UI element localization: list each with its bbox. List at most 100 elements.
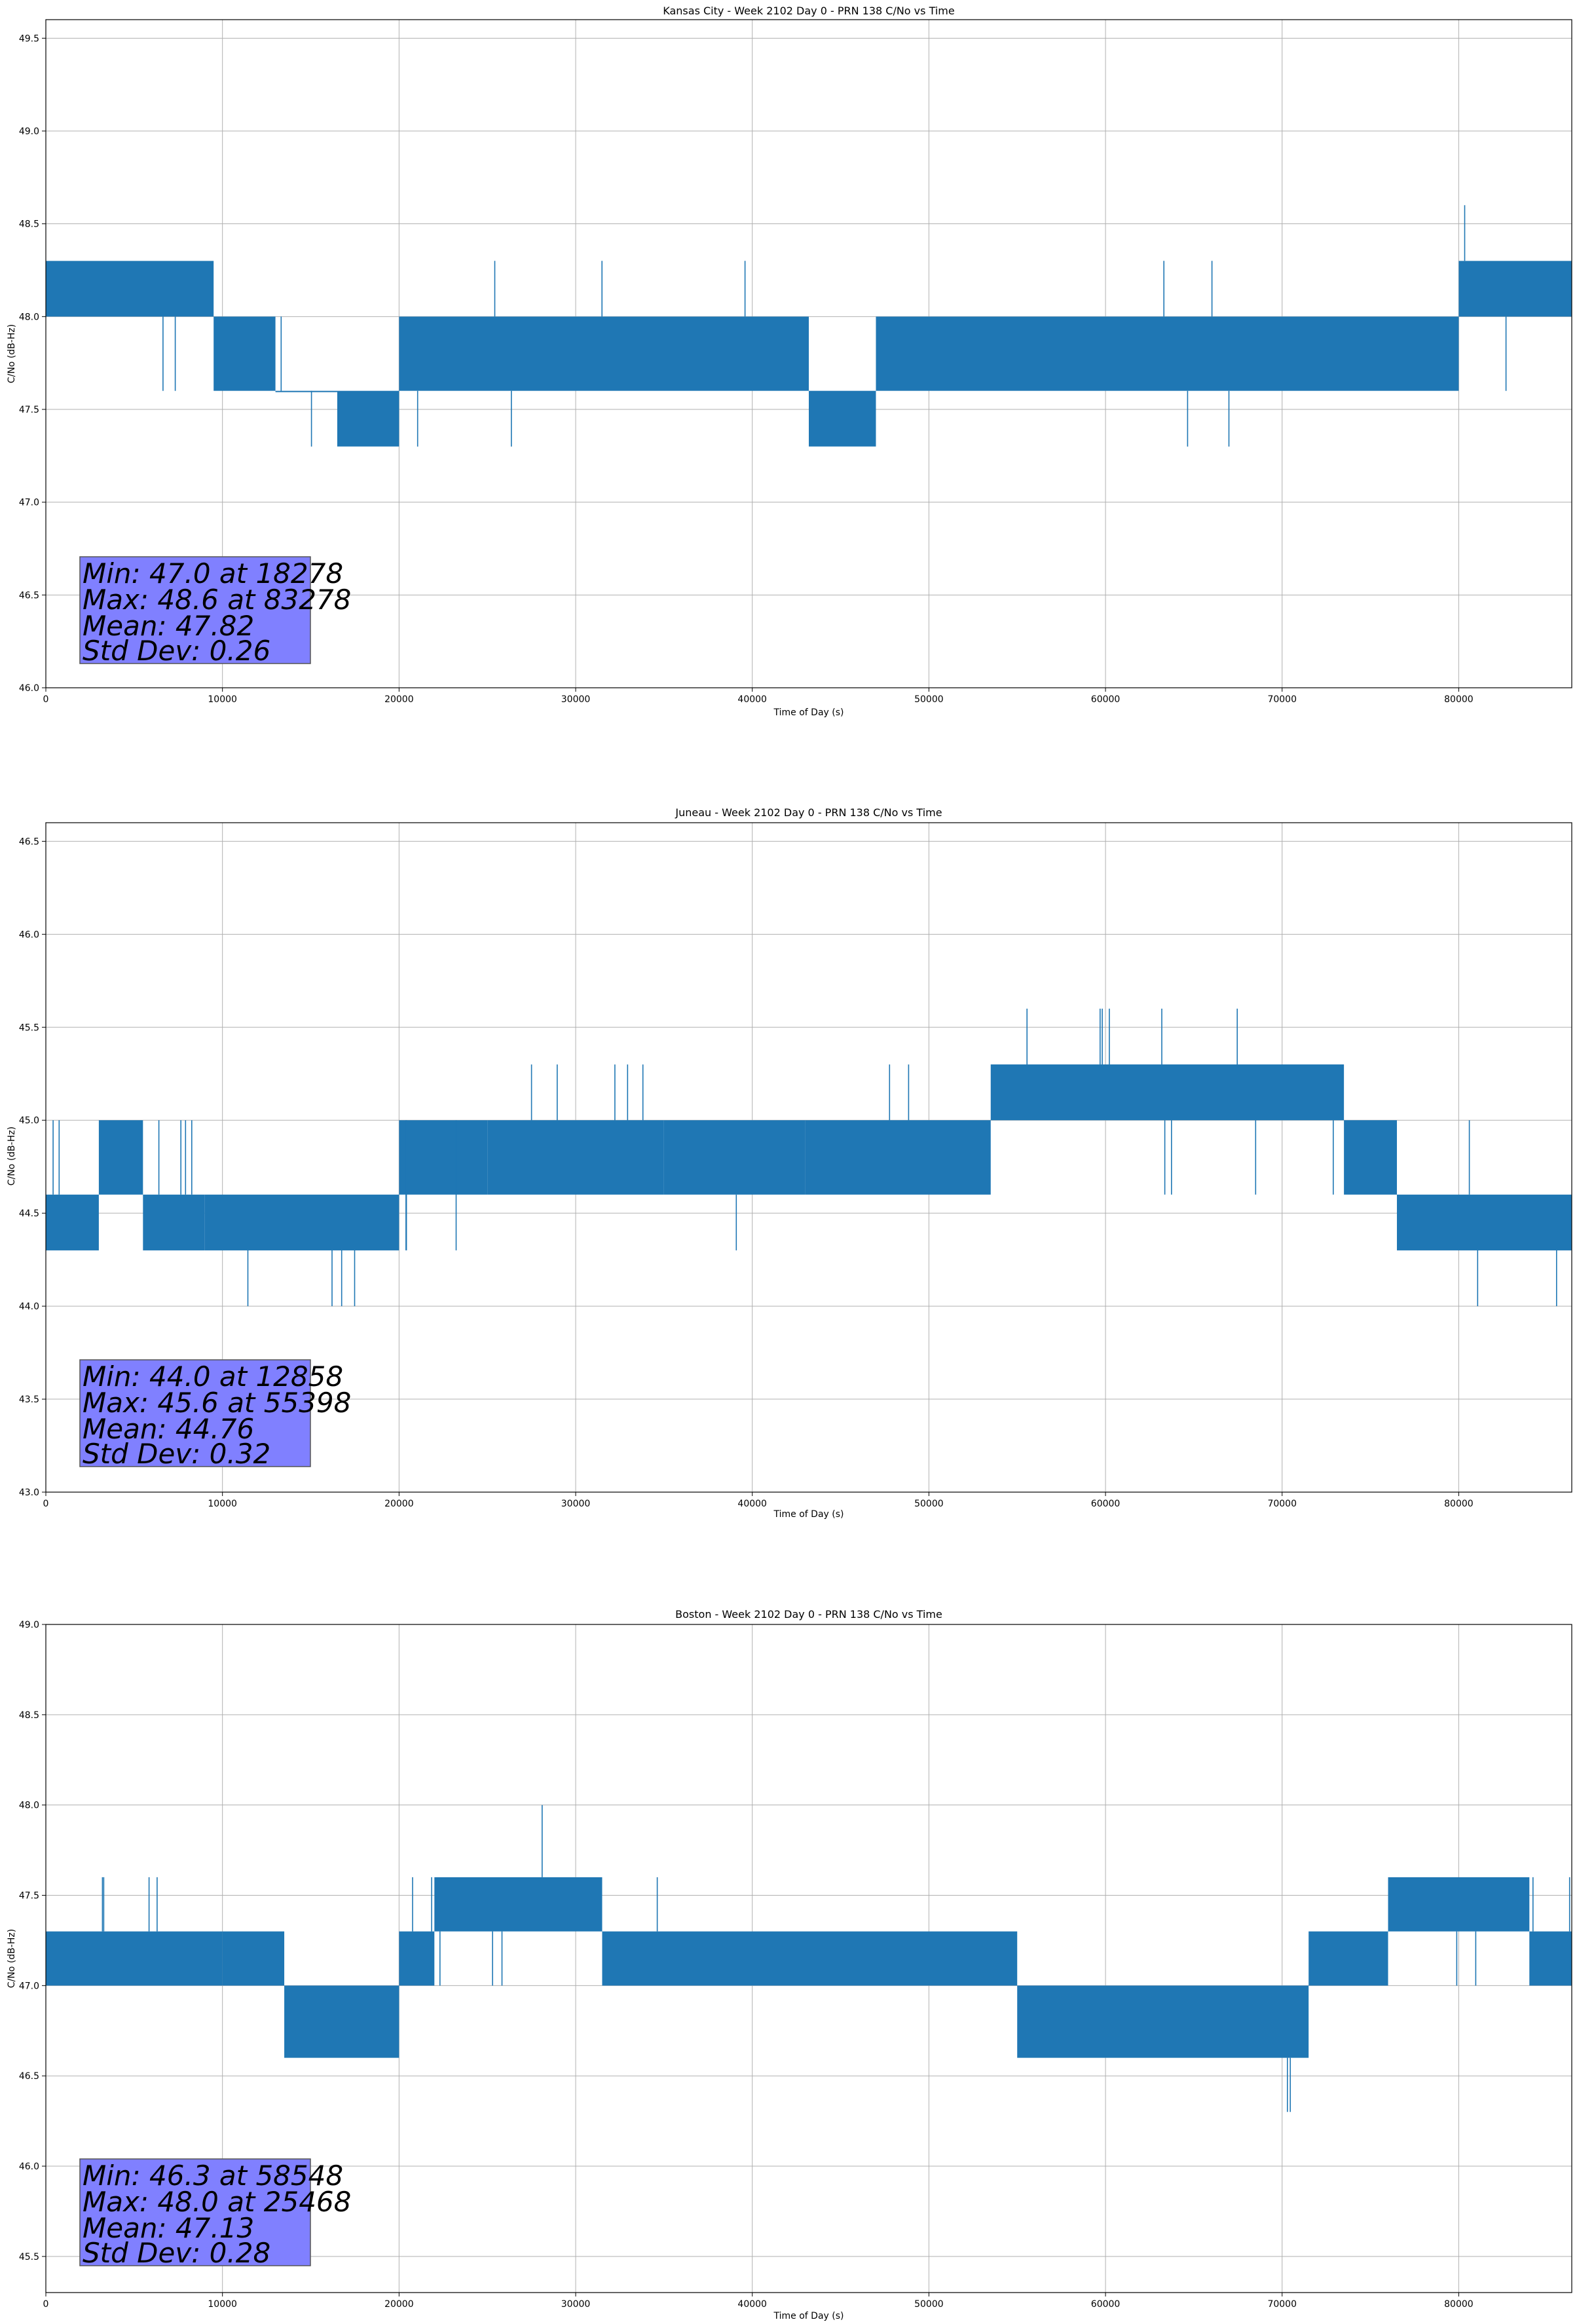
series-band [809,390,876,447]
x-tick-label: 10000 [208,1499,237,1509]
series-band [663,1120,806,1195]
x-tick-label: 60000 [1091,1499,1121,1509]
series-segment [337,390,399,447]
data-series [46,1008,1572,1307]
series-spikes [162,316,176,391]
y-tick-label: 49.0 [19,1620,39,1630]
stats-std-text: Std Dev: 0.28 [83,2237,270,2269]
x-tick-label: 40000 [737,1499,767,1509]
series-band [1017,1985,1309,2058]
x-tick-label: 30000 [561,2299,591,2310]
series-segment [46,261,214,391]
y-tick-label: 47.5 [19,405,39,415]
x-axis-label: Time of Day (s) [773,2311,844,2321]
y-tick-label: 45.5 [19,1022,39,1033]
stats-mean-text: Mean: 47.82 [83,610,254,642]
y-tick-label: 46.0 [19,929,39,940]
y-tick-label: 45.0 [19,1115,39,1126]
x-tick-label: 10000 [208,2299,237,2310]
y-axis-label: C/No (dB-Hz) [7,1929,17,1988]
series-segment [1529,1877,1572,1986]
series-segment [46,1877,223,1986]
x-tick-label: 70000 [1267,1499,1297,1509]
series-segment [284,1985,399,2058]
x-tick-label: 80000 [1444,1499,1474,1509]
x-tick-label: 40000 [737,694,767,705]
x-tick-label: 20000 [384,2299,414,2310]
series-band [1529,1931,1572,1986]
stats-box-background [79,556,311,664]
y-tick-label: 45.5 [19,2252,39,2262]
series-segment [1397,1120,1572,1307]
series-segment [663,1120,806,1250]
series-spikes [280,316,312,447]
x-ticks: 0 10000 20000 30000 40000 50000 60000 70000 8000… [43,2293,1474,2310]
y-tick-label: 44.5 [19,1209,39,1219]
stats-max-text: Max: 48.6 at 83278 [83,584,351,616]
stats-max-text: Max: 45.6 at 55398 [83,1387,351,1419]
stats-box-background [79,1359,311,1467]
series-spikes [1456,1931,1477,1986]
data-series [46,205,1572,447]
series-band [1388,1877,1530,1932]
x-tick-label: 30000 [561,694,591,705]
plot-frame [45,1624,1572,2293]
series-segment [1308,1931,1388,1986]
series-segment [1458,205,1572,391]
stats-box: Min: 44.0 at 12858 Max: 45.6 at 55398 Me… [79,1359,351,1470]
series-segment [990,1008,1345,1195]
series-band [222,1931,285,1986]
x-ticks: 0 10000 20000 30000 40000 50000 60000 70000 8000… [43,688,1474,705]
y-tick-label: 48.0 [19,312,39,322]
series-band [46,1194,99,1250]
series-segment [805,1064,991,1195]
y-ticks: 45.5 46.0 46.5 47.0 47.5 48.0 48.5 49.0 [19,1620,46,2262]
y-axis-label: C/No (dB-Hz) [7,1127,17,1186]
series-spikes [1468,1120,1557,1307]
x-tick-label: 60000 [1091,694,1121,705]
series-spikes [1163,261,1230,447]
x-tick-label: 50000 [914,2299,944,2310]
series-spikes [1287,2057,1291,2112]
series-spikes [405,1120,457,1250]
series-band [876,316,1459,391]
x-tick-label: 70000 [1267,694,1297,705]
series-band [399,1120,488,1195]
chart-panel-kansas-city: 0 10000 20000 30000 40000 50000 60000 70000 8000… [7,5,1572,718]
series-spikes [530,1064,644,1121]
plot-frame [45,822,1572,1493]
series-spikes [417,261,746,447]
x-tick-label: 80000 [1444,694,1474,705]
y-tick-label: 46.5 [19,590,39,601]
series-band [399,1931,435,1986]
series-segment [1388,1877,1530,1986]
x-tick-label: 60000 [1091,2299,1121,2310]
series-spikes [1026,1008,1334,1195]
y-tick-label: 48.5 [19,1710,39,1721]
series-segment [487,1064,664,1195]
y-tick-label: 43.0 [19,1488,39,1498]
x-tick-label: 30000 [561,1499,591,1509]
series-band [399,316,809,391]
series-spikes [158,1120,193,1195]
series-segment [1344,1120,1398,1195]
series-band [46,261,214,317]
series-segment [602,1877,1018,1986]
stats-box-background [79,2158,311,2266]
stats-min-text: Min: 47.0 at 18278 [83,557,343,590]
x-axis-label: Time of Day (s) [773,707,844,718]
x-tick-label: 40000 [737,2299,767,2310]
series-segment [98,1120,143,1195]
y-tick-label: 47.5 [19,1891,39,1902]
series-band [434,1877,603,1932]
series-segment [213,316,276,391]
series-spikes [1532,1877,1570,1932]
x-tick-label: 0 [43,2299,49,2310]
stats-box: Min: 46.3 at 58548 Max: 48.0 at 25468 Me… [79,2158,351,2269]
series-spikes [439,1805,543,1986]
plot-frame [45,19,1572,688]
series-spikes [1464,205,1507,391]
x-axis-label: Time of Day (s) [773,1509,844,1520]
series-segment [876,261,1459,447]
